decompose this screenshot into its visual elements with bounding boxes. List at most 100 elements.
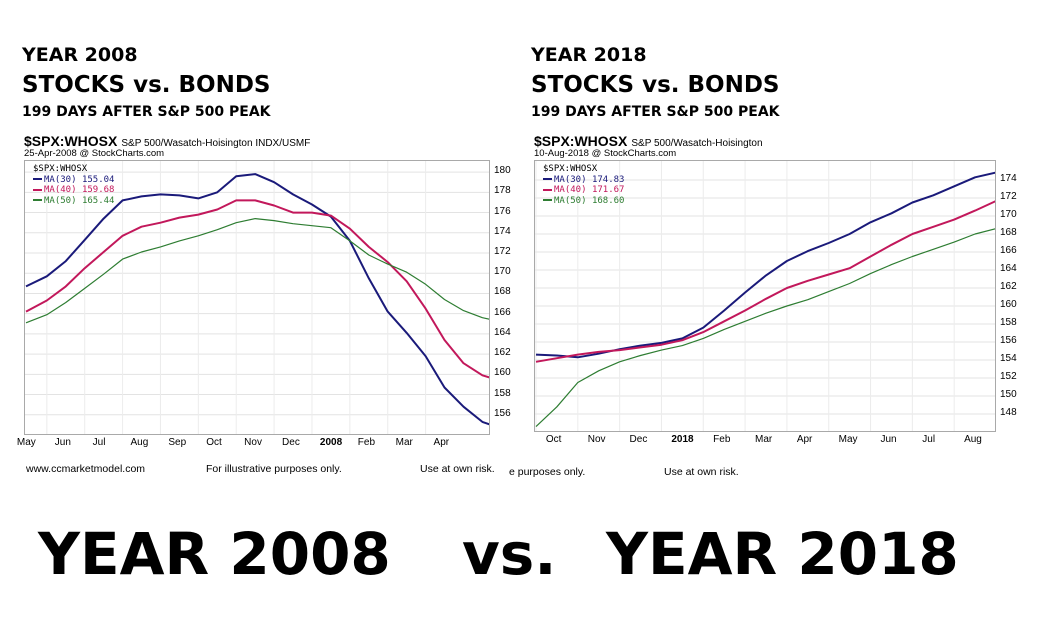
symbol-line: $SPX:WHOSX S&P 500/Wasatch-Hoisington	[534, 131, 763, 150]
x-tick-label: Jul	[922, 434, 936, 445]
legend-entry-ma40: MA(40) 159.68	[33, 185, 114, 196]
footer-risk: Use at own risk.	[664, 466, 739, 478]
symbol: $SPX:WHOSX	[534, 133, 628, 149]
legend-swatch	[33, 178, 42, 180]
x-tick-label: Apr	[433, 437, 450, 448]
legend-entry-ma30: MA(30) 174.83	[543, 175, 624, 186]
x-tick-label: Mar	[755, 434, 773, 445]
chart-plot-2008	[25, 161, 489, 434]
y-tick-label: 166	[494, 306, 511, 318]
x-tick-label: Dec	[629, 434, 648, 445]
symbol-line: $SPX:WHOSX S&P 500/Wasatch-Hoisington IND…	[24, 131, 310, 150]
y-tick-label: 148	[1000, 407, 1017, 418]
legend-series-name: MA(30)	[554, 174, 587, 185]
heading-title: STOCKS vs. BONDS	[531, 72, 780, 98]
heading-subtitle: 199 DAYS AFTER S&P 500 PEAK	[22, 104, 271, 120]
x-tick-label: Feb	[713, 434, 731, 445]
legend-swatch	[543, 188, 552, 191]
y-tick-label: 162	[494, 347, 511, 359]
series-line-ma40	[25, 199, 489, 379]
legend-series-value: 165.44	[81, 195, 115, 206]
footer-website: www.ccmarketmodel.com	[26, 463, 146, 475]
y-tick-label: 156	[1000, 335, 1017, 346]
y-tick-label: 150	[1000, 389, 1017, 400]
x-tick-label: Aug	[964, 434, 982, 445]
y-tick-label: 162	[1000, 281, 1017, 292]
y-tick-label: 170	[1000, 209, 1017, 220]
y-tick-label: 168	[494, 286, 511, 298]
x-tick-label: 2018	[671, 434, 694, 445]
footer-disclaimer: e purposes only.	[509, 466, 586, 478]
y-tick-label: 154	[1000, 353, 1017, 364]
legend-title: $SPX:WHOSX	[33, 164, 88, 174]
chart-2008: $SPX:WHOSX MA(30) 155.04 MA(40) 159.68 M…	[24, 160, 490, 435]
chart-2018: $SPX:WHOSX MA(30) 174.83 MA(40) 171.67 M…	[534, 160, 996, 432]
y-tick-label: 180	[494, 165, 511, 177]
x-tick-label: Nov	[244, 437, 262, 448]
date-source: 10-Aug-2018 @ StockCharts.com	[534, 148, 677, 159]
series-line-ma50	[535, 228, 995, 428]
heading-year: YEAR 2018	[531, 44, 647, 66]
legend-series-name: MA(40)	[44, 185, 77, 195]
y-tick-label: 168	[1000, 227, 1017, 238]
symbol: $SPX:WHOSX	[24, 133, 118, 149]
legend-series-name: MA(30)	[44, 174, 77, 185]
y-tick-label: 152	[1000, 371, 1017, 382]
date-source: 25-Apr-2008 @ StockCharts.com	[24, 148, 165, 159]
legend-series-value: 155.04	[81, 174, 115, 185]
legend-series-name: MA(50)	[554, 195, 587, 206]
footer-risk: Use at own risk.	[420, 463, 495, 475]
legend-swatch	[543, 178, 552, 180]
x-tick-label: May	[16, 437, 36, 448]
x-tick-label: Feb	[357, 437, 376, 448]
legend-series-value: 174.83	[591, 174, 625, 185]
y-tick-label: 160	[494, 367, 511, 379]
x-tick-label: Jun	[880, 434, 897, 445]
legend-entry-ma50: MA(50) 165.44	[33, 196, 114, 207]
x-tick-label: Jun	[54, 437, 71, 448]
legend-title: $SPX:WHOSX	[543, 164, 598, 174]
y-tick-label: 164	[1000, 263, 1017, 274]
series-line-ma40	[535, 200, 995, 363]
legend-series-value: 171.67	[591, 185, 625, 195]
bottom-caption: YEAR 2008 vs. YEAR 2018	[0, 520, 1052, 600]
legend-swatch	[33, 199, 42, 201]
x-tick-label: Mar	[395, 437, 413, 448]
x-tick-label: Nov	[587, 434, 606, 445]
x-tick-label: Aug	[130, 437, 149, 448]
legend-2008: $SPX:WHOSX MA(30) 155.04 MA(40) 159.68 M…	[33, 164, 114, 206]
x-tick-label: Dec	[282, 437, 300, 448]
legend-entry-ma50: MA(50) 168.60	[543, 196, 624, 207]
chart-plot-2018	[535, 161, 995, 431]
heading-title: STOCKS vs. BONDS	[22, 72, 271, 98]
caption-left: YEAR 2008	[38, 520, 391, 588]
legend-series-value: 168.60	[591, 195, 625, 206]
heading-subtitle: 199 DAYS AFTER S&P 500 PEAK	[531, 104, 780, 120]
legend-series-name: MA(50)	[44, 195, 77, 206]
y-tick-label: 158	[1000, 317, 1017, 328]
y-tick-label: 160	[1000, 299, 1017, 310]
y-tick-label: 156	[494, 407, 511, 419]
y-tick-label: 170	[494, 266, 511, 278]
y-tick-label: 176	[494, 205, 511, 217]
y-tick-label: 174	[494, 225, 511, 237]
y-tick-label: 172	[1000, 191, 1017, 202]
legend-series-name: MA(40)	[554, 185, 587, 195]
heading-year: YEAR 2008	[22, 44, 138, 66]
y-tick-label: 158	[494, 387, 511, 399]
x-tick-label: Apr	[796, 434, 813, 445]
legend-entry-ma40: MA(40) 171.67	[543, 185, 624, 196]
legend-2018: $SPX:WHOSX MA(30) 174.83 MA(40) 171.67 M…	[543, 164, 624, 206]
legend-series-value: 159.68	[81, 185, 115, 195]
x-tick-label: 2008	[319, 437, 343, 448]
y-tick-label: 172	[494, 246, 511, 257]
symbol-description: S&P 500/Wasatch-Hoisington INDX/USMF	[121, 138, 311, 149]
legend-swatch	[33, 188, 42, 191]
caption-vs: vs.	[462, 520, 557, 588]
caption-right: YEAR 2018	[606, 520, 959, 588]
y-tick-label: 178	[494, 185, 511, 197]
series-line-ma30	[25, 173, 489, 426]
y-tick-label: 166	[1000, 245, 1017, 256]
y-tick-label: 174	[1000, 173, 1017, 184]
x-tick-label: Jul	[92, 437, 106, 448]
